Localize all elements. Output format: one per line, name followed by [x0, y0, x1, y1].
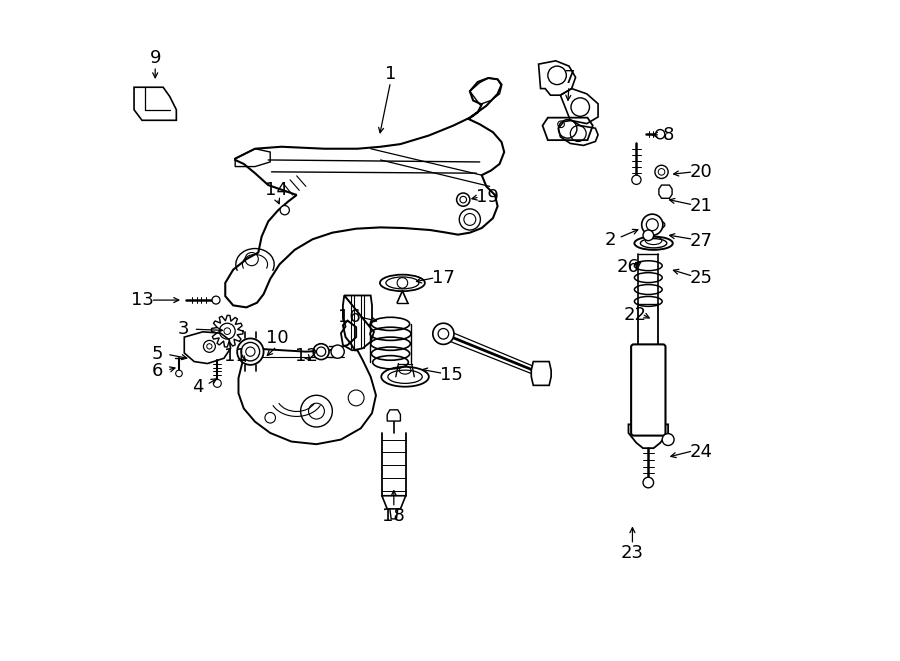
- Circle shape: [642, 214, 662, 235]
- FancyBboxPatch shape: [631, 344, 665, 436]
- Text: 9: 9: [149, 49, 161, 67]
- Circle shape: [655, 165, 668, 178]
- Polygon shape: [659, 185, 672, 198]
- Circle shape: [313, 344, 329, 360]
- Text: 19: 19: [476, 188, 500, 206]
- Text: 20: 20: [689, 163, 713, 181]
- Text: 15: 15: [440, 366, 463, 385]
- Circle shape: [280, 206, 290, 215]
- Text: 27: 27: [689, 231, 713, 250]
- Polygon shape: [344, 295, 372, 327]
- Text: 13: 13: [131, 291, 154, 309]
- Polygon shape: [628, 424, 668, 448]
- Circle shape: [655, 130, 665, 139]
- Circle shape: [643, 230, 653, 241]
- Circle shape: [643, 477, 653, 488]
- Text: 17: 17: [432, 268, 454, 287]
- Polygon shape: [341, 295, 374, 350]
- Text: 1: 1: [385, 65, 396, 83]
- Text: 23: 23: [621, 543, 644, 562]
- Text: 3: 3: [178, 320, 189, 338]
- Text: 22: 22: [624, 305, 646, 324]
- Circle shape: [238, 338, 264, 365]
- Polygon shape: [390, 509, 398, 519]
- Text: 21: 21: [689, 197, 713, 215]
- Polygon shape: [531, 362, 551, 385]
- Circle shape: [176, 370, 183, 377]
- Text: 8: 8: [662, 126, 674, 144]
- Circle shape: [331, 345, 344, 358]
- Text: 25: 25: [689, 268, 713, 287]
- Text: 7: 7: [563, 69, 575, 87]
- Text: 10: 10: [266, 329, 288, 348]
- Circle shape: [632, 175, 641, 184]
- Text: 16: 16: [338, 308, 361, 327]
- Circle shape: [662, 434, 674, 446]
- Text: 6: 6: [151, 362, 163, 381]
- Text: 18: 18: [382, 506, 405, 525]
- Text: 24: 24: [689, 443, 713, 461]
- Text: 14: 14: [266, 181, 288, 200]
- Polygon shape: [387, 410, 400, 421]
- Polygon shape: [382, 496, 406, 509]
- Circle shape: [456, 193, 470, 206]
- Text: 11: 11: [224, 347, 247, 366]
- Text: 5: 5: [151, 345, 163, 364]
- Text: 12: 12: [295, 347, 318, 366]
- Circle shape: [213, 379, 221, 387]
- Circle shape: [433, 323, 454, 344]
- Text: 2: 2: [604, 231, 616, 249]
- Circle shape: [212, 296, 220, 304]
- Text: 4: 4: [192, 377, 203, 396]
- Text: 26: 26: [617, 258, 640, 276]
